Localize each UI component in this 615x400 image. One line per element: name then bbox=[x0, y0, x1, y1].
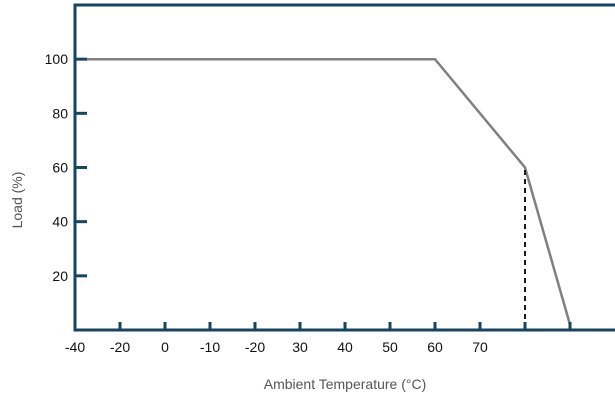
plot-border bbox=[73, 3, 615, 332]
series-line-0 bbox=[75, 57, 572, 325]
x-tick-label-3: -10 bbox=[200, 339, 220, 355]
y-tick-label-3: 80 bbox=[52, 105, 68, 121]
x-tick-label-9: 70 bbox=[472, 339, 488, 355]
x-tick-label-0: -40 bbox=[65, 339, 85, 355]
y-axis-title: Load (%) bbox=[9, 172, 25, 229]
x-tick-label-8: 60 bbox=[427, 339, 443, 355]
y-tick-label-2: 60 bbox=[52, 160, 68, 176]
x-axis-title: Ambient Temperature (°C) bbox=[264, 376, 427, 392]
series-layer bbox=[75, 57, 572, 325]
x-tick-label-7: 50 bbox=[382, 339, 398, 355]
x-axis-ticks bbox=[118, 322, 572, 330]
x-tick-label-6: 40 bbox=[337, 339, 353, 355]
y-axis-tick-labels: 20 40 60 80 100 bbox=[45, 51, 69, 284]
plot-frame bbox=[73, 3, 615, 332]
y-axis-ticks bbox=[75, 57, 87, 278]
x-tick-label-1: -20 bbox=[110, 339, 130, 355]
x-axis-tick-labels: -40 -20 0 -10 -20 30 40 50 60 70 bbox=[65, 339, 488, 355]
y-tick-label-0: 20 bbox=[52, 268, 68, 284]
y-tick-label-4: 100 bbox=[45, 51, 69, 67]
y-tick-label-1: 40 bbox=[52, 214, 68, 230]
x-tick-label-2: 0 bbox=[161, 339, 169, 355]
x-tick-label-5: 30 bbox=[292, 339, 308, 355]
x-tick-label-4: -20 bbox=[245, 339, 265, 355]
